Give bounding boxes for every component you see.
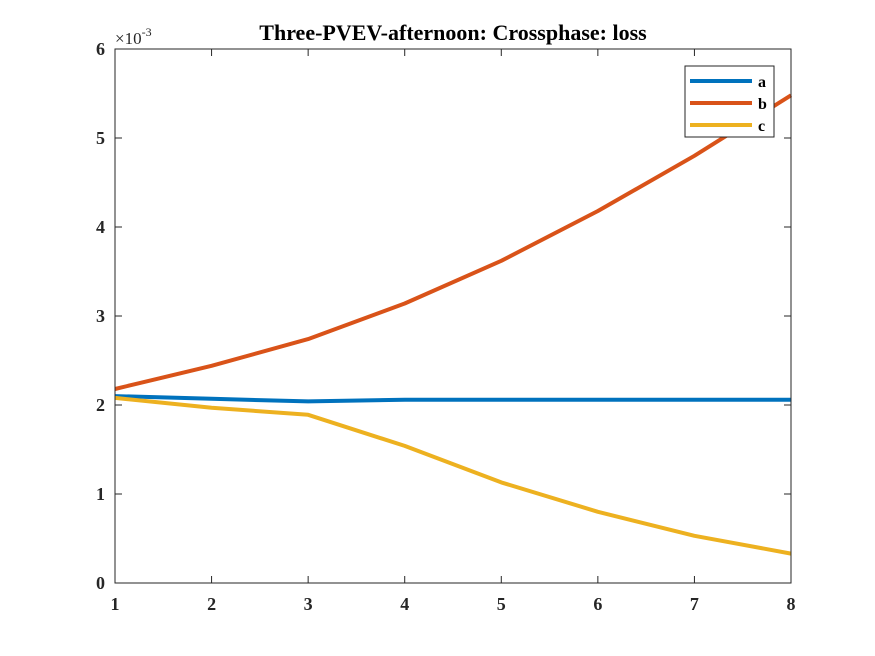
x-tick-label: 6 — [593, 594, 602, 614]
y-tick-label: 1 — [96, 484, 105, 504]
legend: abc — [684, 65, 775, 138]
series-line-b — [114, 93, 793, 391]
y-tick-label: 3 — [96, 306, 105, 326]
x-tick-label: 4 — [400, 594, 409, 614]
chart-title: Three-PVEV-afternoon: Crossphase: loss — [259, 20, 647, 45]
series-line-a — [114, 394, 791, 404]
legend-label-b: b — [758, 96, 767, 113]
series-layer — [114, 93, 793, 556]
y-exponent-label: ×10-3 — [115, 25, 152, 48]
y-tick-label: 0 — [96, 573, 105, 593]
y-tick-label: 6 — [96, 39, 105, 59]
legend-label-a: a — [758, 74, 766, 91]
x-tick-label: 2 — [207, 594, 216, 614]
x-tick-label: 5 — [497, 594, 506, 614]
x-tick-label: 1 — [111, 594, 120, 614]
y-tick-label: 2 — [96, 395, 105, 415]
series-line-c — [114, 395, 792, 556]
y-tick-label: 5 — [96, 128, 105, 148]
x-tick-label: 7 — [690, 594, 699, 614]
x-tick-label: 3 — [304, 594, 313, 614]
legend-label-c: c — [758, 118, 765, 135]
y-exponent-base: ×10 — [115, 29, 142, 48]
x-tick-label: 8 — [787, 594, 796, 614]
y-exponent-power: -3 — [142, 25, 152, 39]
y-tick-label: 4 — [96, 217, 105, 237]
